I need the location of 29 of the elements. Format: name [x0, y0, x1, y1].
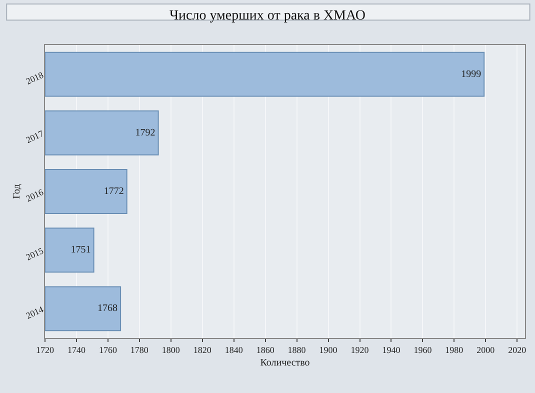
x-tick-label: 1980: [445, 344, 464, 355]
data-label: 1768: [98, 303, 118, 314]
x-tick-label: 1840: [224, 344, 244, 355]
x-tick-label: 1900: [319, 344, 338, 355]
x-tick-label: 1880: [288, 344, 306, 355]
y-tick-label: 2016: [24, 186, 46, 204]
data-label: 1792: [135, 127, 156, 138]
data-label: 1999: [461, 68, 482, 80]
x-tick-label: 1740: [67, 344, 86, 355]
x-tick-label: 2000: [476, 344, 496, 355]
x-tick-label: 1800: [162, 344, 180, 355]
x-tick-label: 2020: [508, 344, 527, 355]
y-tick-label: 2018: [24, 70, 46, 86]
y-axis-title: Год: [11, 184, 22, 199]
chart-title: Число умерших от рака в ХМАО: [169, 8, 366, 24]
x-tick-label: 1760: [98, 344, 118, 355]
x-tick-label: 1860: [256, 344, 275, 355]
x-tick-label: 1960: [414, 344, 432, 355]
data-label: 1751: [70, 244, 91, 256]
data-label: 1772: [104, 186, 124, 198]
x-axis-title: Количество: [260, 357, 310, 368]
x-tick-label: 1820: [193, 344, 212, 355]
x-tick-label: 1780: [130, 344, 149, 355]
y-tick-label: 2014: [24, 304, 46, 321]
y-tick-label: 2015: [24, 245, 46, 262]
x-tick-label: 1920: [350, 344, 370, 355]
y-tick-label: 2017: [24, 128, 46, 146]
x-tick-label: 1940: [382, 344, 401, 355]
x-tick-label: 1720: [36, 344, 54, 355]
